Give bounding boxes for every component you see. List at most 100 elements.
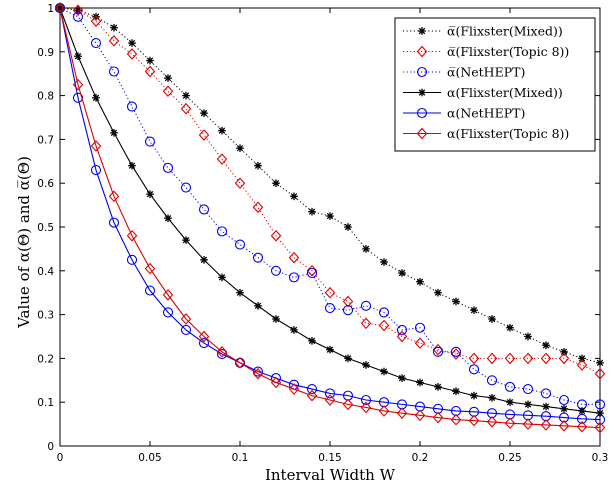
data-point bbox=[126, 101, 138, 112]
data-point bbox=[596, 358, 604, 367]
data-point bbox=[558, 352, 570, 365]
data-point bbox=[288, 272, 300, 283]
data-point bbox=[198, 204, 210, 215]
x-tick-label: 0.1 bbox=[232, 452, 249, 464]
data-point bbox=[126, 48, 138, 60]
data-point bbox=[306, 267, 318, 279]
data-point bbox=[108, 190, 120, 203]
data-point bbox=[200, 109, 208, 117]
data-point bbox=[288, 383, 300, 395]
data-point bbox=[164, 74, 172, 82]
data-point bbox=[92, 93, 100, 102]
data-point bbox=[326, 212, 334, 220]
data-point bbox=[450, 413, 462, 426]
legend-label: α̅(Flixster(Mixed)) bbox=[447, 24, 563, 39]
data-point bbox=[306, 389, 318, 402]
data-point bbox=[72, 92, 84, 103]
data-point bbox=[576, 413, 588, 424]
data-point bbox=[342, 305, 354, 316]
data-point bbox=[146, 190, 154, 198]
data-point bbox=[270, 265, 282, 276]
data-point bbox=[594, 421, 606, 434]
data-point bbox=[416, 277, 424, 286]
data-point bbox=[432, 346, 444, 357]
y-axis-title: Value of α(Θ) and α̅(Θ) bbox=[15, 156, 33, 329]
data-point bbox=[416, 378, 424, 387]
data-point bbox=[198, 129, 210, 141]
data-point bbox=[216, 346, 228, 358]
data-point bbox=[578, 354, 586, 363]
data-point bbox=[540, 352, 552, 365]
data-point bbox=[398, 269, 406, 277]
y-tick-label: 0.8 bbox=[37, 91, 54, 103]
data-point bbox=[110, 129, 118, 137]
data-point bbox=[596, 409, 604, 417]
data-point bbox=[180, 102, 192, 115]
series-5 bbox=[54, 2, 606, 434]
data-point bbox=[342, 295, 354, 308]
data-point bbox=[272, 315, 280, 323]
data-point bbox=[398, 374, 406, 382]
data-point bbox=[414, 322, 426, 333]
data-point bbox=[324, 394, 336, 406]
data-point bbox=[468, 414, 480, 427]
data-point bbox=[594, 399, 606, 410]
data-point bbox=[540, 419, 552, 431]
y-tick-label: 0.5 bbox=[37, 222, 54, 234]
data-point bbox=[470, 391, 478, 400]
data-point bbox=[216, 226, 228, 237]
legend-entry: α(NetHEPT) bbox=[403, 106, 525, 121]
data-point bbox=[378, 405, 390, 417]
data-point bbox=[234, 239, 246, 250]
data-point bbox=[306, 384, 318, 395]
data-point bbox=[396, 324, 408, 335]
legend-label: α(Flixster(Topic 8)) bbox=[447, 126, 569, 141]
data-point bbox=[128, 39, 136, 47]
data-point bbox=[524, 332, 532, 341]
x-tick-label: 0 bbox=[57, 452, 64, 464]
data-point bbox=[522, 352, 534, 365]
x-axis-title: Interval Width W bbox=[265, 466, 396, 484]
data-point bbox=[360, 401, 372, 414]
data-point bbox=[90, 165, 102, 176]
data-point bbox=[108, 35, 120, 47]
data-point bbox=[504, 381, 516, 392]
data-point bbox=[452, 387, 460, 396]
data-point bbox=[486, 416, 498, 428]
data-point bbox=[126, 254, 138, 265]
data-point bbox=[344, 354, 352, 363]
data-point bbox=[362, 361, 370, 369]
legend-label: α(Flixster(Mixed)) bbox=[447, 85, 563, 100]
data-point bbox=[252, 367, 264, 380]
data-point bbox=[486, 352, 498, 365]
y-tick-label: 0 bbox=[47, 441, 54, 453]
data-point bbox=[108, 66, 120, 77]
y-tick-label: 0.4 bbox=[37, 266, 54, 278]
data-point bbox=[218, 126, 226, 135]
data-point bbox=[434, 383, 442, 391]
data-point bbox=[486, 375, 498, 386]
data-point bbox=[110, 23, 118, 32]
data-point bbox=[470, 306, 478, 315]
data-point bbox=[180, 313, 192, 325]
series-0 bbox=[56, 4, 604, 367]
data-point bbox=[558, 394, 570, 406]
data-point bbox=[396, 330, 408, 343]
data-point bbox=[414, 337, 426, 349]
y-tick-label: 1 bbox=[47, 3, 54, 15]
legend-entry: α(Flixster(Topic 8)) bbox=[403, 126, 569, 141]
legend-label: α̅(Flixster(Topic 8)) bbox=[447, 44, 569, 59]
legend-box bbox=[394, 17, 596, 152]
data-point bbox=[344, 223, 352, 231]
y-tick-label: 0.3 bbox=[37, 310, 54, 322]
data-point bbox=[434, 288, 442, 297]
data-point bbox=[144, 285, 156, 296]
data-point bbox=[182, 236, 190, 244]
data-point bbox=[72, 11, 84, 22]
data-point bbox=[128, 161, 136, 170]
data-point bbox=[254, 161, 262, 170]
data-point bbox=[432, 411, 444, 424]
y-tick-label: 0.6 bbox=[37, 178, 54, 190]
data-point bbox=[272, 179, 280, 188]
